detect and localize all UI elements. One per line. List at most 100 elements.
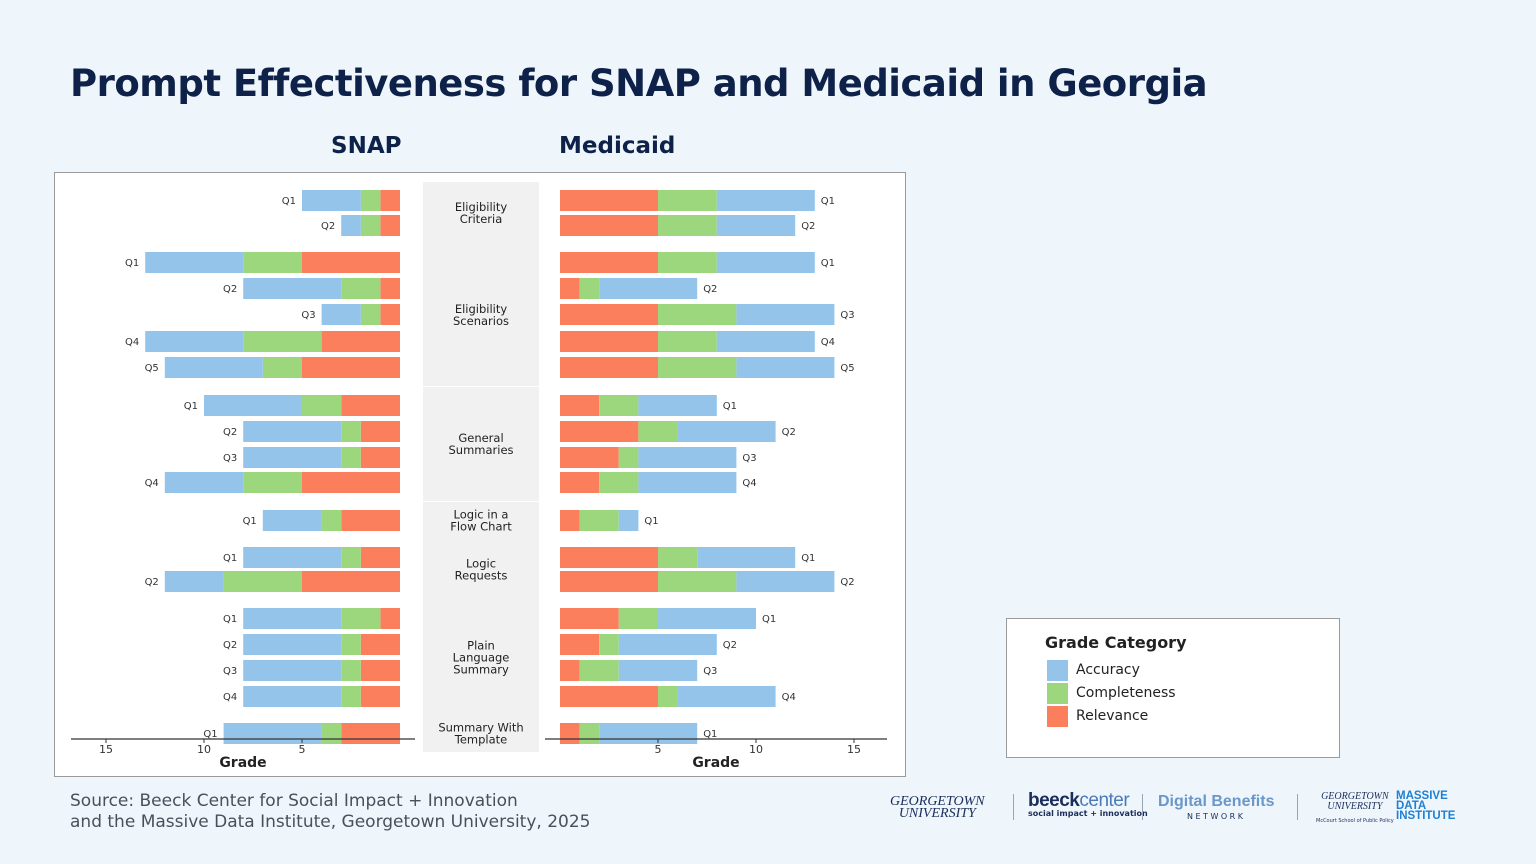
category-label-logic-in-a-flow-chart-line-2: Flow Chart: [450, 520, 512, 534]
medicaid-bar-plain-language-summary-q2-accuracy: [618, 634, 717, 655]
medicaid-bar-logic-in-a-flow-chart-q1-relevance: [560, 510, 580, 531]
medicaid-bar-plain-language-summary-q2-relevance: [560, 634, 600, 655]
category-label-logic-in-a-flow-chart-line-1: Logic in a: [454, 508, 509, 522]
snap-bar-logic-in-a-flow-chart-q1-completeness: [321, 510, 342, 531]
medicaid-row-label-eligibility-scenarios-q2: Q2: [703, 284, 717, 295]
snap-bar-eligibility-scenarios-q4-accuracy: [145, 331, 244, 352]
snap-bar-plain-language-summary-q4-relevance: [360, 686, 400, 707]
snap-row-label-general-summaries-q2: Q2: [223, 427, 237, 438]
category-band-logic-in-a-flow-chart: [423, 502, 539, 539]
medicaid-bar-plain-language-summary-q3-completeness: [579, 660, 619, 681]
category-band-eligibility-criteria: [423, 182, 539, 244]
category-label-eligibility-scenarios-line-1: Eligibility: [455, 302, 508, 316]
medicaid-bar-eligibility-scenarios-q5-completeness: [658, 357, 737, 378]
legend-label-accuracy: Accuracy: [1076, 662, 1140, 678]
medicaid-row-label-general-summaries-q1: Q1: [723, 401, 737, 412]
snap-bar-general-summaries-q3-completeness: [341, 447, 361, 468]
category-label-logic-requests-line-1: Logic: [466, 557, 496, 571]
source-line-1: Source: Beeck Center for Social Impact +…: [70, 791, 518, 811]
snap-bar-eligibility-criteria-q2-accuracy: [341, 215, 361, 236]
category-label-plain-language-summary-line-3: Summary: [453, 663, 509, 677]
page-title: Prompt Effectiveness for SNAP and Medica…: [70, 62, 1208, 105]
category-label-general-summaries-line-2: Summaries: [448, 443, 513, 457]
medicaid-bar-general-summaries-q2-accuracy: [677, 421, 776, 442]
medicaid-bar-general-summaries-q4-relevance: [560, 472, 600, 493]
snap-bar-plain-language-summary-q2-completeness: [341, 634, 361, 655]
dbn-logo-sub: NETWORK: [1187, 812, 1246, 821]
category-label-eligibility-criteria-line-2: Criteria: [460, 212, 503, 226]
medicaid-x-tick-label: 10: [749, 743, 763, 756]
gu-logo-line-2: UNIVERSITY: [898, 806, 976, 821]
snap-bar-eligibility-criteria-q1-relevance: [380, 190, 400, 211]
snap-bar-logic-in-a-flow-chart-q1-accuracy: [262, 510, 322, 531]
snap-bar-general-summaries-q3-accuracy: [243, 447, 342, 468]
medicaid-bar-eligibility-scenarios-q5-accuracy: [736, 357, 835, 378]
snap-bar-eligibility-scenarios-q3-completeness: [360, 304, 381, 325]
medicaid-bar-eligibility-criteria-q2-completeness: [658, 215, 717, 236]
medicaid-bar-general-summaries-q1-relevance: [560, 395, 600, 416]
medicaid-bar-eligibility-scenarios-q1-relevance: [560, 252, 658, 273]
legend-label-relevance: Relevance: [1076, 708, 1149, 724]
mdi-gu-line-2: UNIVERSITY: [1327, 801, 1383, 812]
logo-divider: [1013, 794, 1014, 820]
category-label-plain-language-summary-line-1: Plain: [467, 639, 495, 653]
category-label-general-summaries-line-1: General: [458, 431, 503, 445]
medicaid-bar-summary-with-template-q1-accuracy: [599, 723, 698, 744]
medicaid-row-label-eligibility-scenarios-q4: Q4: [821, 337, 835, 348]
medicaid-row-label-eligibility-criteria-q1: Q1: [821, 196, 835, 207]
medicaid-bar-plain-language-summary-q4-accuracy: [677, 686, 776, 707]
medicaid-row-label-plain-language-summary-q1: Q1: [762, 614, 776, 625]
mdi-name-line-1: MASSIVE: [1396, 790, 1448, 802]
snap-bar-eligibility-criteria-q1-completeness: [360, 190, 381, 211]
medicaid-bar-plain-language-summary-q2-completeness: [599, 634, 619, 655]
snap-bar-general-summaries-q4-accuracy: [164, 472, 244, 493]
georgetown-university-logo: GEORGETOWN UNIVERSITY: [890, 794, 985, 821]
snap-bar-summary-with-template-q1-accuracy: [223, 723, 322, 744]
gu-logo-line-1: GEORGETOWN: [890, 794, 985, 809]
snap-bar-logic-requests-q1-accuracy: [243, 547, 342, 568]
snap-bar-plain-language-summary-q2-accuracy: [243, 634, 342, 655]
medicaid-bar-logic-requests-q2-accuracy: [736, 571, 835, 592]
source-line-2: and the Massive Data Institute, Georgeto…: [70, 812, 591, 832]
medicaid-row-label-plain-language-summary-q2: Q2: [723, 640, 737, 651]
medicaid-bar-eligibility-scenarios-q1-completeness: [658, 252, 717, 273]
snap-bar-summary-with-template-q1-completeness: [321, 723, 342, 744]
digital-benefits-network-logo: Digital Benefits NETWORK: [1158, 794, 1274, 824]
category-band-general-summaries: [423, 387, 539, 501]
medicaid-bar-eligibility-criteria-q1-relevance: [560, 190, 658, 211]
legend-swatch-accuracy: [1047, 659, 1068, 681]
medicaid-bar-plain-language-summary-q4-completeness: [658, 686, 678, 707]
medicaid-bar-logic-in-a-flow-chart-q1-completeness: [579, 510, 619, 531]
medicaid-bar-general-summaries-q4-accuracy: [638, 472, 737, 493]
category-label-eligibility-criteria-line-1: Eligibility: [455, 200, 508, 214]
medicaid-bar-summary-with-template-q1-relevance: [560, 723, 580, 744]
snap-bar-general-summaries-q2-accuracy: [243, 421, 342, 442]
medicaid-bar-logic-requests-q1-accuracy: [697, 547, 796, 568]
beeck-center-logo: beeckcenter social impact + innovation: [1028, 791, 1148, 820]
snap-bar-plain-language-summary-q1-relevance: [380, 608, 400, 629]
medicaid-bar-plain-language-summary-q1-relevance: [560, 608, 619, 629]
snap-bar-general-summaries-q3-relevance: [360, 447, 400, 468]
medicaid-row-label-summary-with-template-q1: Q1: [703, 729, 717, 740]
snap-bar-plain-language-summary-q4-completeness: [341, 686, 361, 707]
medicaid-bar-summary-with-template-q1-completeness: [579, 723, 600, 744]
medicaid-row-label-eligibility-scenarios-q3: Q3: [840, 310, 854, 321]
snap-bar-general-summaries-q1-completeness: [302, 395, 342, 416]
category-band-plain-language-summary: [423, 600, 539, 715]
medicaid-row-label-general-summaries-q2: Q2: [782, 427, 796, 438]
snap-bar-eligibility-scenarios-q1-completeness: [243, 252, 302, 273]
medicaid-bar-eligibility-scenarios-q5-relevance: [560, 357, 658, 378]
medicaid-bar-eligibility-scenarios-q3-accuracy: [736, 304, 835, 325]
mdi-name-line-3: INSTITUTE: [1396, 810, 1456, 822]
snap-bar-eligibility-criteria-q2-completeness: [360, 215, 381, 236]
legend: Grade Category Accuracy Completeness Rel…: [1006, 618, 1340, 758]
snap-bar-eligibility-scenarios-q5-accuracy: [164, 357, 263, 378]
medicaid-bar-plain-language-summary-q1-accuracy: [658, 608, 756, 629]
medicaid-x-tick-label: 15: [847, 743, 861, 756]
snap-bar-eligibility-criteria-q2-relevance: [380, 215, 400, 236]
category-label-logic-requests-line-2: Requests: [455, 569, 508, 583]
medicaid-row-label-logic-in-a-flow-chart-q1: Q1: [644, 516, 658, 527]
dbn-logo-main: Digital Benefits: [1158, 793, 1275, 810]
panel-title-snap: SNAP: [331, 133, 402, 159]
medicaid-bar-general-summaries-q4-completeness: [599, 472, 639, 493]
